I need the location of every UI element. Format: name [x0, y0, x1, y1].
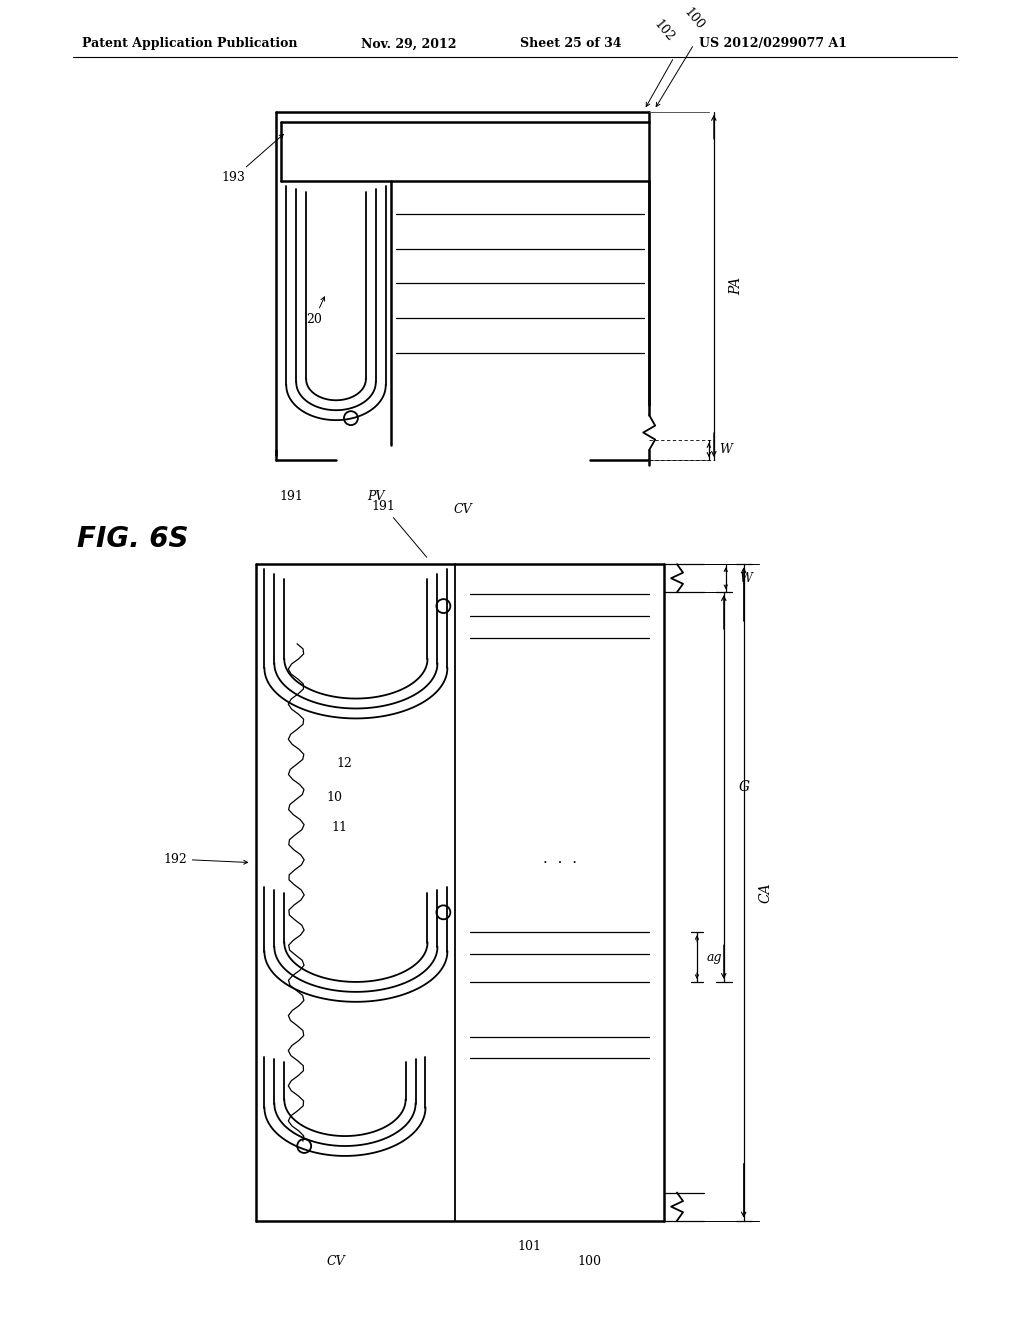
Text: 191: 191 — [372, 500, 427, 557]
Text: ag: ag — [707, 950, 722, 964]
Text: 100: 100 — [578, 1255, 601, 1269]
Text: Nov. 29, 2012: Nov. 29, 2012 — [360, 37, 457, 50]
Text: 12: 12 — [336, 756, 352, 770]
Text: W: W — [719, 444, 732, 457]
Text: Patent Application Publication: Patent Application Publication — [83, 37, 298, 50]
Text: 101: 101 — [518, 1241, 542, 1254]
Text: 192: 192 — [163, 853, 248, 866]
Text: CV: CV — [327, 1255, 345, 1269]
Text: PA: PA — [729, 277, 742, 294]
Text: W: W — [738, 572, 752, 585]
Text: G: G — [738, 780, 750, 795]
Text: 11: 11 — [331, 821, 347, 834]
Text: US 2012/0299077 A1: US 2012/0299077 A1 — [699, 37, 847, 50]
Text: 102: 102 — [651, 17, 677, 45]
Text: PV: PV — [367, 490, 384, 503]
Text: 100: 100 — [681, 5, 707, 33]
Text: FIG. 6S: FIG. 6S — [78, 524, 189, 553]
Text: CV: CV — [454, 503, 473, 516]
Text: CA: CA — [759, 882, 772, 903]
Text: Sheet 25 of 34: Sheet 25 of 34 — [520, 37, 622, 50]
Text: 193: 193 — [221, 135, 284, 185]
Text: 191: 191 — [280, 490, 303, 503]
Text: ·  ·  ·: · · · — [543, 855, 577, 870]
Text: 20: 20 — [306, 297, 325, 326]
Text: 10: 10 — [326, 792, 342, 804]
